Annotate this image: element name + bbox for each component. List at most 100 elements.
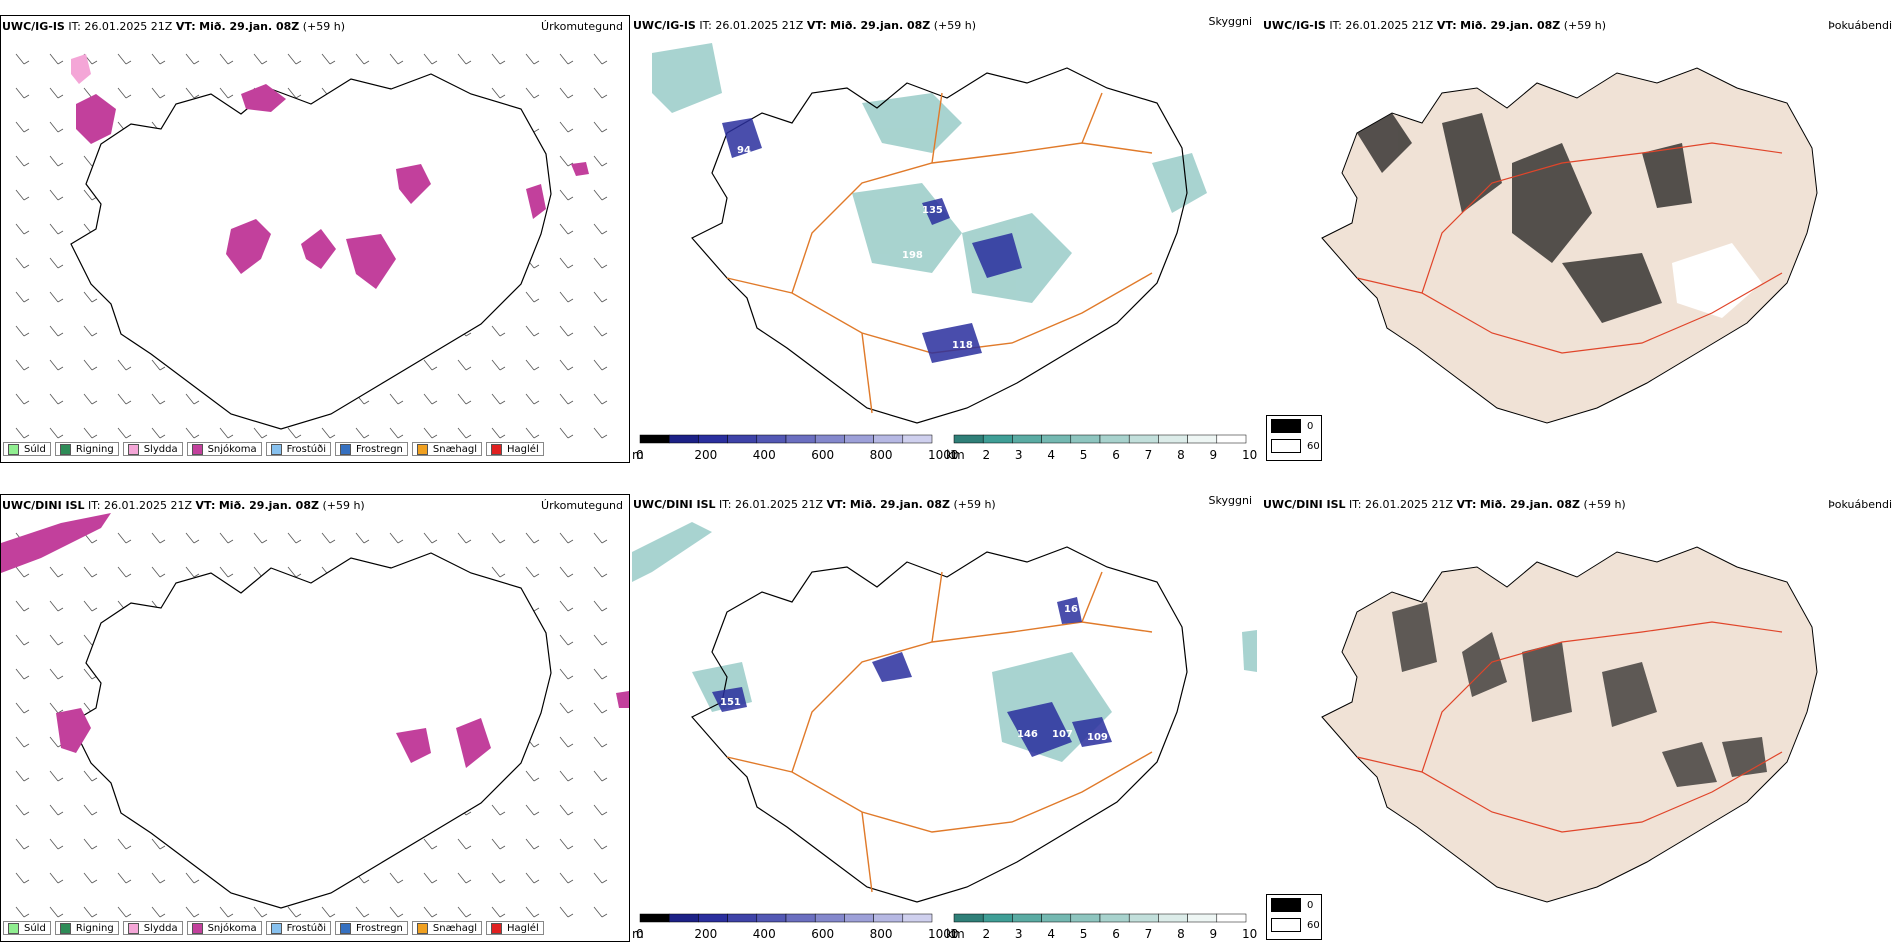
model-name: UWC/IG-IS [2, 20, 65, 33]
scale-segment [785, 434, 816, 444]
scale-segment [814, 434, 845, 444]
wind-barb-feather [159, 434, 166, 439]
scale-segment [1128, 913, 1159, 923]
wind-barb-feather [23, 196, 30, 201]
visibility-areas [632, 522, 1257, 762]
wind-barb-feather [329, 539, 336, 544]
precip-legend-item: Súld [3, 921, 51, 935]
wind-barb [151, 393, 161, 405]
wind-barb [559, 223, 569, 235]
precip-legend-swatch [340, 443, 351, 455]
wind-barb-feather [295, 60, 302, 65]
wind-barb-feather [431, 879, 438, 884]
init-time: 26.01.2025 21Z [715, 19, 804, 32]
scale-tick-label: 200 [694, 448, 717, 462]
scale-segment [1041, 913, 1072, 923]
wind-barb [15, 291, 25, 303]
wind-barb-feather [295, 94, 302, 99]
wind-barb [49, 325, 59, 337]
scale-unit: km [946, 448, 965, 462]
wind-barb [491, 325, 501, 337]
scale-segment [785, 913, 816, 923]
wind-barb-feather [261, 913, 268, 918]
scale-unit: m [632, 448, 644, 462]
wind-barb-feather [601, 913, 608, 918]
wind-barb [559, 770, 569, 782]
wind-barb-feather [57, 641, 64, 646]
wind-barb-feather [295, 434, 302, 439]
wind-barb [355, 53, 365, 65]
wind-barb-feather [601, 573, 608, 578]
wind-barb [491, 359, 501, 371]
scale-tick-label: 2 [982, 927, 990, 941]
wind-barb [593, 770, 603, 782]
wind-barb-feather [363, 879, 370, 884]
wind-barb-feather [91, 845, 98, 850]
wind-barb-feather [295, 913, 302, 918]
scale-segment [873, 913, 904, 923]
panel-title: Úrkomutegund [541, 20, 623, 33]
wind-barb-feather [193, 94, 200, 99]
wind-barb [287, 427, 297, 439]
wind-barb [525, 325, 535, 337]
wind-barb [457, 872, 467, 884]
wind-barb [287, 566, 297, 578]
scale-segment [1070, 913, 1101, 923]
wind-barb-feather [567, 264, 574, 269]
wind-barb-feather [567, 128, 574, 133]
wind-barb [151, 838, 161, 850]
panel-title: Þokuábendi [1828, 498, 1892, 511]
fog-legend-item: 0 [1267, 416, 1321, 436]
wind-barb [287, 532, 297, 544]
wind-barb-feather [295, 539, 302, 544]
wind-barb-feather [23, 879, 30, 884]
wind-barb-feather [23, 709, 30, 714]
wind-barb-feather [57, 845, 64, 850]
wind-barb [49, 600, 59, 612]
wind-barb-feather [57, 573, 64, 578]
wind-barb-feather [601, 94, 608, 99]
wind-barb-feather [159, 845, 166, 850]
wind-barb-feather [193, 879, 200, 884]
cloud-value-label: 158 [972, 709, 993, 720]
scale-segment [639, 913, 670, 923]
wind-barb-feather [431, 434, 438, 439]
wind-barb-feather [499, 94, 506, 99]
wind-barb-feather [227, 434, 234, 439]
precip-legend-label: Slydda [143, 922, 178, 934]
scale-tick-label: 8 [1177, 448, 1185, 462]
wind-barb-feather [533, 845, 540, 850]
cloud-value-label: 22 [992, 210, 1006, 221]
wind-barb-feather [397, 913, 404, 918]
iceland-land [1321, 67, 1818, 424]
fog-legend-label: 60 [1307, 919, 1320, 931]
scale-tick-label: 10 [1242, 927, 1257, 941]
scale-bars: m0 200 400 600 800 1000 km1 2 3 4 5 6 7 8 9 10 [632, 434, 1257, 462]
wind-barb-feather [601, 845, 608, 850]
precip-legend-label: Haglél [507, 443, 539, 455]
valid-time: Mið. 29.jan. 08Z [830, 19, 931, 32]
precip-legend-item: Rigning [54, 442, 119, 456]
wind-barb [83, 838, 93, 850]
init-time: 26.01.2025 21Z [104, 499, 193, 512]
wind-barb-feather [533, 298, 540, 303]
wind-barb [491, 532, 501, 544]
wind-barb [491, 566, 501, 578]
wind-barb [15, 702, 25, 714]
wind-barb-feather [567, 811, 574, 816]
model-name: UWC/IG-IS [1263, 19, 1326, 32]
wind-barb [49, 906, 59, 918]
wind-barb [491, 87, 501, 99]
scale-tick-label: 600 [811, 448, 834, 462]
wind-barb-feather [431, 60, 438, 65]
precip-legend-label: Rigning [75, 922, 114, 934]
wind-barb-feather [567, 777, 574, 782]
wind-barb-feather [91, 811, 98, 816]
scale-segment [982, 434, 1013, 444]
wind-barb [423, 532, 433, 544]
init-label: IT: [88, 499, 101, 512]
wind-barb-feather [601, 743, 608, 748]
wind-barb [83, 872, 93, 884]
panel-header: UWC/IG-IS IT: 26.01.2025 21Z VT: Mið. 29… [2, 20, 345, 33]
cloud-value-label: 116 [892, 270, 913, 281]
